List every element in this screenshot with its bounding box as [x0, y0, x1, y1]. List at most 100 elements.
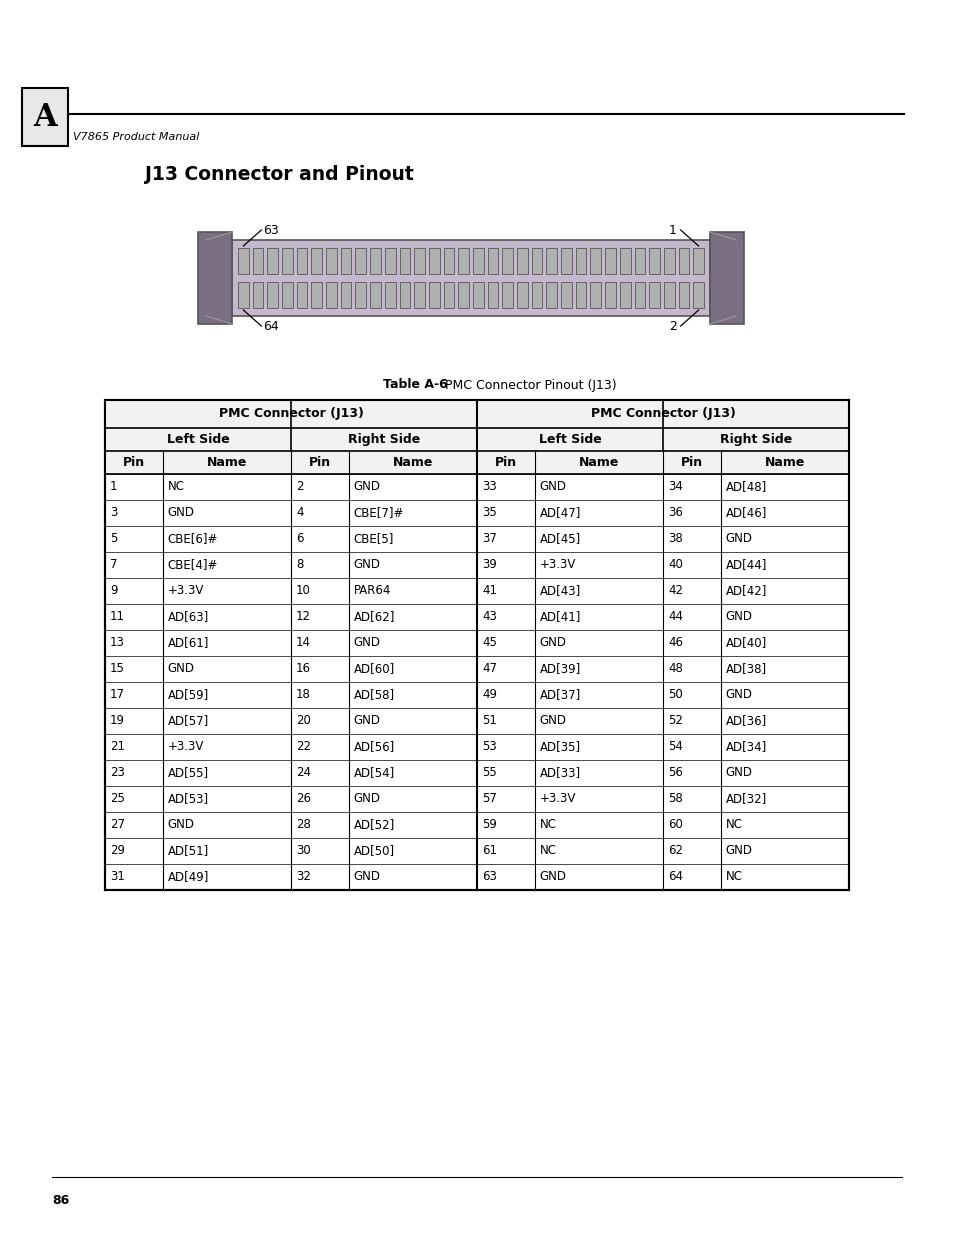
Text: GND: GND	[168, 662, 194, 676]
Text: GND: GND	[168, 506, 194, 520]
Text: 57: 57	[481, 793, 497, 805]
Bar	[663, 248, 674, 274]
Text: 26: 26	[295, 793, 311, 805]
Text: AD[54]: AD[54]	[354, 767, 395, 779]
Text: 17: 17	[110, 688, 125, 701]
Text: GND: GND	[354, 636, 380, 650]
Text: Name: Name	[393, 456, 433, 469]
Bar	[576, 282, 586, 308]
Text: AD[32]: AD[32]	[725, 793, 766, 805]
Bar	[604, 282, 616, 308]
Text: 29: 29	[110, 845, 125, 857]
Bar	[22, 88, 68, 146]
Text: Pin: Pin	[309, 456, 331, 469]
Text: 39: 39	[481, 558, 497, 572]
Text: 43: 43	[481, 610, 497, 624]
Text: 40: 40	[667, 558, 682, 572]
Bar	[443, 282, 454, 308]
Bar	[576, 248, 586, 274]
Text: CBE[4]#: CBE[4]#	[168, 558, 217, 572]
Bar	[429, 248, 439, 274]
Text: 28: 28	[295, 819, 311, 831]
Text: CBE[7]#: CBE[7]#	[354, 506, 403, 520]
Bar	[414, 248, 424, 274]
Bar	[232, 240, 709, 316]
Bar	[662, 429, 848, 451]
Text: 4: 4	[295, 506, 303, 520]
Text: AD[57]: AD[57]	[168, 715, 209, 727]
Bar	[720, 451, 848, 474]
Text: Right Side: Right Side	[720, 433, 791, 446]
Text: GND: GND	[539, 871, 566, 883]
Bar	[105, 429, 291, 451]
Bar	[355, 248, 366, 274]
Bar	[326, 248, 336, 274]
Text: 3: 3	[110, 506, 117, 520]
Text: AD[33]: AD[33]	[539, 767, 580, 779]
Bar	[267, 248, 277, 274]
Text: AD[53]: AD[53]	[168, 793, 209, 805]
Text: 2: 2	[668, 320, 676, 332]
Text: NC: NC	[725, 871, 741, 883]
Text: GND: GND	[725, 767, 752, 779]
Text: 46: 46	[667, 636, 682, 650]
Text: 27: 27	[110, 819, 125, 831]
Bar	[487, 282, 497, 308]
Text: AD[48]: AD[48]	[725, 480, 766, 494]
Text: 16: 16	[295, 662, 311, 676]
Text: 1: 1	[110, 480, 117, 494]
Text: Table A-6: Table A-6	[382, 378, 447, 391]
Bar	[370, 248, 380, 274]
Text: 41: 41	[481, 584, 497, 598]
Text: PMC Connector (J13): PMC Connector (J13)	[590, 408, 735, 420]
Text: 37: 37	[481, 532, 497, 546]
Text: 24: 24	[295, 767, 311, 779]
Text: 63: 63	[481, 871, 497, 883]
Bar	[546, 248, 557, 274]
Text: AD[51]: AD[51]	[168, 845, 209, 857]
Text: 14: 14	[295, 636, 311, 650]
Bar	[502, 248, 513, 274]
Text: 61: 61	[481, 845, 497, 857]
Bar	[105, 400, 848, 890]
Bar	[693, 248, 703, 274]
Text: GND: GND	[725, 845, 752, 857]
Text: PMC Connector (J13): PMC Connector (J13)	[218, 408, 363, 420]
Text: 53: 53	[481, 741, 497, 753]
Bar	[237, 282, 249, 308]
Text: 22: 22	[295, 741, 311, 753]
Text: 30: 30	[295, 845, 311, 857]
Text: Right Side: Right Side	[348, 433, 419, 446]
Text: GND: GND	[354, 793, 380, 805]
Text: 52: 52	[667, 715, 682, 727]
Bar	[457, 248, 469, 274]
Text: AD[63]: AD[63]	[168, 610, 209, 624]
Bar	[429, 282, 439, 308]
Text: AD[55]: AD[55]	[168, 767, 209, 779]
Text: GND: GND	[539, 480, 566, 494]
Bar	[634, 282, 644, 308]
Text: AD[37]: AD[37]	[539, 688, 580, 701]
Text: 44: 44	[667, 610, 682, 624]
Text: GND: GND	[725, 610, 752, 624]
Bar	[340, 282, 351, 308]
Bar	[296, 282, 307, 308]
Text: AD[38]: AD[38]	[725, 662, 766, 676]
Text: 45: 45	[481, 636, 497, 650]
Bar	[560, 248, 571, 274]
Text: 63: 63	[263, 224, 279, 236]
Text: NC: NC	[725, 819, 741, 831]
Bar	[709, 232, 743, 324]
Text: 11: 11	[110, 610, 125, 624]
Text: Name: Name	[578, 456, 618, 469]
Text: +3.3V: +3.3V	[539, 793, 576, 805]
Bar	[384, 248, 395, 274]
Bar	[476, 400, 848, 429]
Text: 48: 48	[667, 662, 682, 676]
Text: 15: 15	[110, 662, 125, 676]
Text: Name: Name	[763, 456, 804, 469]
Text: 21: 21	[110, 741, 125, 753]
Bar	[517, 248, 527, 274]
Bar	[649, 282, 659, 308]
Bar	[546, 282, 557, 308]
